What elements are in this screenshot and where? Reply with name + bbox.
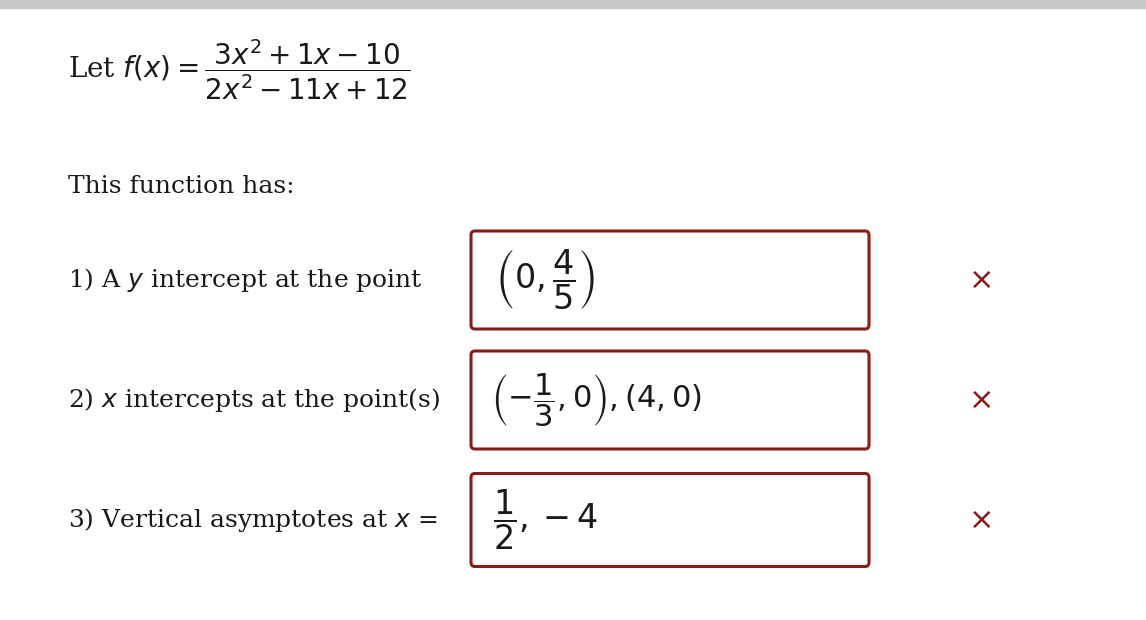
Bar: [0, 0, 1146, 8]
Text: This function has:: This function has:: [68, 175, 295, 198]
Text: $\times$: $\times$: [968, 384, 991, 415]
FancyBboxPatch shape: [471, 351, 869, 449]
Text: 2) $x$ intercepts at the point(s): 2) $x$ intercepts at the point(s): [68, 386, 440, 414]
Text: $\left(0, \dfrac{4}{5}\right)$: $\left(0, \dfrac{4}{5}\right)$: [495, 248, 596, 312]
FancyBboxPatch shape: [471, 231, 869, 329]
FancyBboxPatch shape: [471, 474, 869, 567]
Text: $\dfrac{1}{2},-4$: $\dfrac{1}{2},-4$: [493, 488, 598, 552]
Text: $\times$: $\times$: [968, 505, 991, 536]
Text: $\times$: $\times$: [968, 265, 991, 296]
Text: 1) A $y$ intercept at the point: 1) A $y$ intercept at the point: [68, 266, 423, 294]
Text: $\left(-\dfrac{1}{3},0\right),(4,0)$: $\left(-\dfrac{1}{3},0\right),(4,0)$: [490, 371, 701, 429]
Text: Let $f(x) = \dfrac{3x^2 + 1x - 10}{2x^2 - 11x + 12}$: Let $f(x) = \dfrac{3x^2 + 1x - 10}{2x^2 …: [68, 38, 410, 102]
Text: 3) Vertical asymptotes at $x$ =: 3) Vertical asymptotes at $x$ =: [68, 506, 438, 534]
